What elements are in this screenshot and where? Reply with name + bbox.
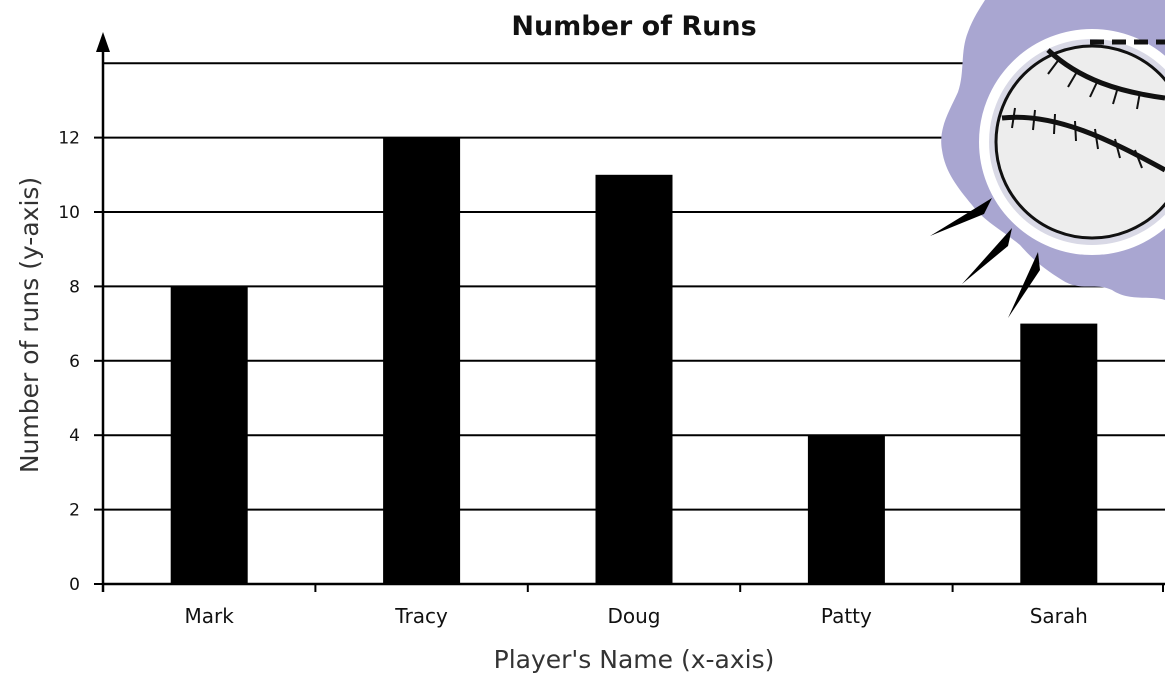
bar	[170, 286, 248, 584]
y-axis-arrow-icon	[96, 32, 110, 52]
y-tick-label: 8	[69, 277, 80, 297]
y-tick-label: 4	[69, 426, 80, 446]
x-tick-label: Doug	[607, 604, 660, 628]
x-tick-labels: Mark Tracy Doug Patty Sarah	[185, 604, 1088, 628]
y-tick-label: 12	[58, 129, 80, 149]
y-tick-label: 6	[69, 352, 80, 372]
bar	[383, 137, 461, 584]
x-tick-marks	[102, 584, 1164, 592]
y-tick-label: 0	[69, 575, 80, 595]
chart-title: Number of Runs	[511, 11, 756, 42]
bar	[1020, 323, 1098, 584]
bar	[595, 174, 673, 585]
y-tick-label: 10	[58, 203, 80, 223]
y-tick-labels: 0 2 4 6 8 10 12	[58, 129, 103, 595]
x-tick-label: Sarah	[1030, 604, 1088, 628]
baseball-icon	[930, 0, 1165, 318]
x-tick-label: Patty	[821, 604, 872, 628]
x-tick-label: Mark	[185, 604, 235, 628]
x-tick-label: Tracy	[394, 604, 448, 628]
x-axis-label: Player's Name (x-axis)	[494, 645, 775, 673]
y-tick-label: 2	[69, 501, 80, 521]
bar	[807, 435, 885, 584]
bars	[170, 137, 1098, 585]
y-axis-label: Number of runs (y-axis)	[15, 177, 44, 473]
